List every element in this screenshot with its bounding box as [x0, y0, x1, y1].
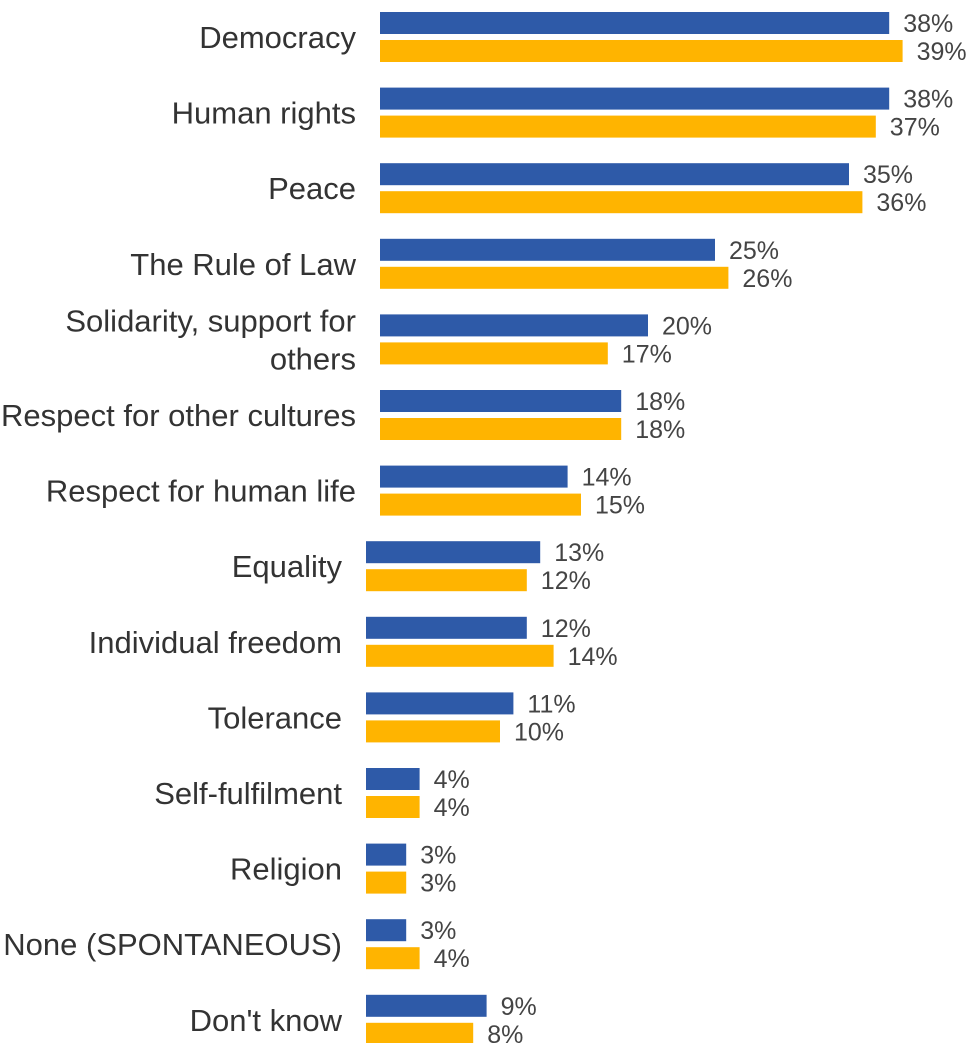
bar-series-1: [366, 994, 487, 1017]
bar-series-2: [366, 947, 420, 970]
bar-series-1: [380, 87, 890, 110]
value-label: 4%: [434, 945, 470, 973]
value-label: 18%: [635, 416, 685, 444]
value-label: 3%: [420, 870, 456, 898]
bar-series-1: [380, 238, 715, 261]
category-label: Peace: [268, 171, 356, 206]
value-label: 37%: [890, 114, 940, 142]
bar-series-2: [380, 191, 863, 214]
bar-series-1: [380, 465, 568, 488]
bar-series-1: [366, 692, 514, 715]
category-label: Self-fulfilment: [154, 776, 342, 811]
value-label: 36%: [876, 189, 926, 217]
bar-series-1: [366, 843, 407, 866]
bar-series-2: [366, 569, 527, 592]
value-label: 10%: [514, 718, 564, 746]
bar-series-2: [380, 493, 581, 516]
value-label: 12%: [541, 567, 591, 595]
bar-series-2: [380, 266, 729, 289]
category-label: Solidarity, support for others: [65, 303, 356, 376]
category-label: The Rule of Law: [130, 247, 356, 282]
value-label: 26%: [742, 265, 792, 293]
category-label: Religion: [230, 852, 342, 887]
value-label: 15%: [595, 492, 645, 520]
value-label: 25%: [729, 237, 779, 265]
value-label: 18%: [635, 388, 685, 416]
bar-series-1: [380, 314, 648, 337]
category-label: Equality: [232, 549, 343, 584]
category-label: Respect for other cultures: [1, 398, 356, 433]
value-label: 11%: [527, 690, 575, 718]
category-label: Human rights: [172, 96, 356, 131]
bar-series-2: [380, 115, 876, 138]
bar-series-2: [380, 342, 608, 365]
bar-series-1: [366, 919, 407, 942]
value-label: 4%: [434, 766, 470, 794]
bar-series-2: [366, 1022, 474, 1043]
value-label: 14%: [568, 643, 618, 671]
value-label: 4%: [434, 794, 470, 822]
value-label: 38%: [903, 86, 953, 114]
bar-series-2: [366, 871, 407, 894]
category-label: Tolerance: [208, 700, 342, 735]
bar-series-1: [366, 541, 541, 564]
value-label: 35%: [863, 161, 913, 189]
labels-layer: Democracy 38%39%Human rights 38%37%Peace 35…: [1, 10, 967, 1043]
value-label: 3%: [420, 917, 456, 945]
value-label: 38%: [903, 10, 953, 38]
value-label: 8%: [487, 1021, 523, 1043]
value-label: 13%: [554, 539, 604, 567]
bar-series-1: [380, 12, 890, 34]
bar-series-2: [366, 796, 420, 818]
bar-series-2: [380, 418, 622, 440]
bar-series-2: [380, 40, 903, 62]
value-label: 9%: [501, 993, 537, 1021]
bar-series-1: [366, 616, 527, 639]
value-label: 39%: [917, 38, 967, 66]
bars-layer: [366, 12, 903, 1043]
category-label: None (SPONTANEOUS): [3, 927, 342, 962]
category-label: Individual freedom: [89, 625, 342, 660]
value-label: 17%: [622, 340, 672, 368]
value-label: 14%: [582, 464, 632, 492]
category-label: Respect for human life: [46, 474, 356, 509]
category-label: Don't know: [190, 1003, 343, 1038]
value-label: 12%: [541, 615, 591, 643]
value-label: 20%: [662, 312, 712, 340]
bar-series-1: [380, 390, 622, 412]
value-label: 3%: [420, 842, 456, 870]
category-label: Democracy: [199, 20, 356, 55]
bar-series-1: [380, 163, 849, 186]
bar-series-1: [366, 768, 420, 790]
bar-series-2: [366, 644, 554, 667]
bar-series-2: [366, 720, 500, 743]
